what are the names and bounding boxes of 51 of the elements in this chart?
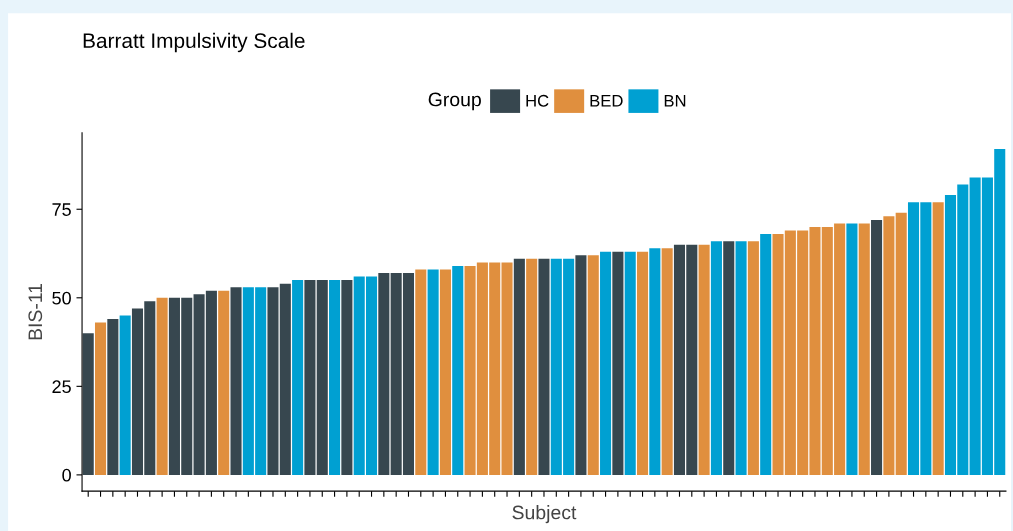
bar [292,280,304,475]
bar [858,223,870,475]
y-tick-label: 0 [62,468,71,482]
y-tick-label: 75 [52,203,71,216]
bar [612,251,624,475]
bar [895,212,907,475]
bar [513,258,525,475]
bar [427,269,439,475]
bar [526,258,538,475]
bar [538,258,550,475]
bar [587,255,599,475]
bar [698,244,710,475]
bar [218,290,230,475]
legend-label: BN [664,95,686,107]
bar [107,319,119,475]
bar [452,265,464,475]
y-axis-title: BIS-11 [28,283,43,340]
bar [415,269,427,475]
bar [94,322,107,475]
bar [119,315,131,475]
y-tick-label: 50 [52,291,71,305]
legend-label: HC [526,94,549,107]
legend-title: Group [428,92,481,111]
bar [156,297,168,475]
bar [649,248,661,475]
bar [661,248,673,475]
bar [600,251,612,475]
bar [304,280,316,475]
bar [316,280,328,475]
chart-title: Barratt Impulsivity Scale [83,32,305,53]
bar [341,280,353,475]
bar [747,241,759,475]
bar [636,251,649,475]
bar [439,269,451,475]
bar [329,280,341,475]
bar [710,241,722,475]
bar [932,202,944,475]
bar [871,219,883,475]
bar [723,241,735,475]
bar [624,251,636,475]
bar [846,223,858,475]
bar [735,241,747,475]
bar [575,255,587,475]
x-axis-title: Subject [512,505,577,524]
bar [82,333,94,475]
bar [230,287,242,475]
bar [760,234,772,475]
bar [883,216,895,475]
y-tick-label: 25 [52,380,71,394]
legend-label: BED [590,95,623,107]
bar [378,273,390,475]
